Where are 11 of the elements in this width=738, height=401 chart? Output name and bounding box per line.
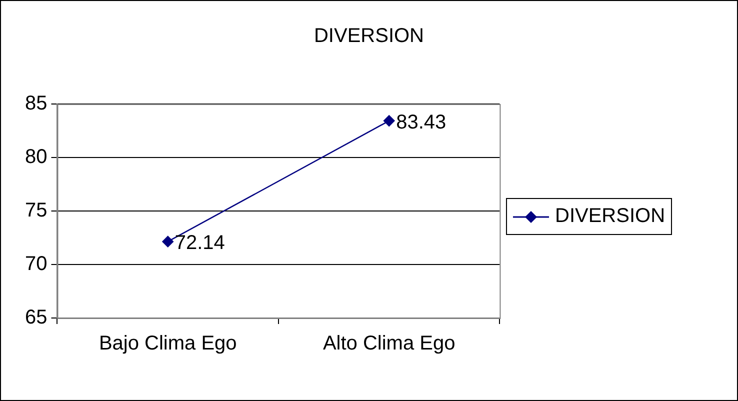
legend-label: DIVERSION — [555, 205, 666, 228]
x-tick-label: Alto Clima Ego — [322, 332, 456, 355]
x-tick-label: Bajo Clima Ego — [98, 332, 237, 355]
y-tick-label: 65 — [24, 306, 48, 329]
y-tick-label: 75 — [24, 200, 48, 222]
chart-title: DIVERSION — [312, 25, 426, 48]
y-tick-label: 85 — [24, 92, 48, 115]
y-tick-label: 70 — [24, 253, 48, 276]
y-tick-label: 80 — [24, 146, 48, 168]
data-label: 72.14 — [174, 232, 225, 254]
data-label: 83.43 — [396, 111, 446, 134]
